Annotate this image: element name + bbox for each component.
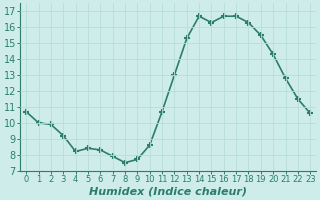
X-axis label: Humidex (Indice chaleur): Humidex (Indice chaleur) <box>89 187 247 197</box>
